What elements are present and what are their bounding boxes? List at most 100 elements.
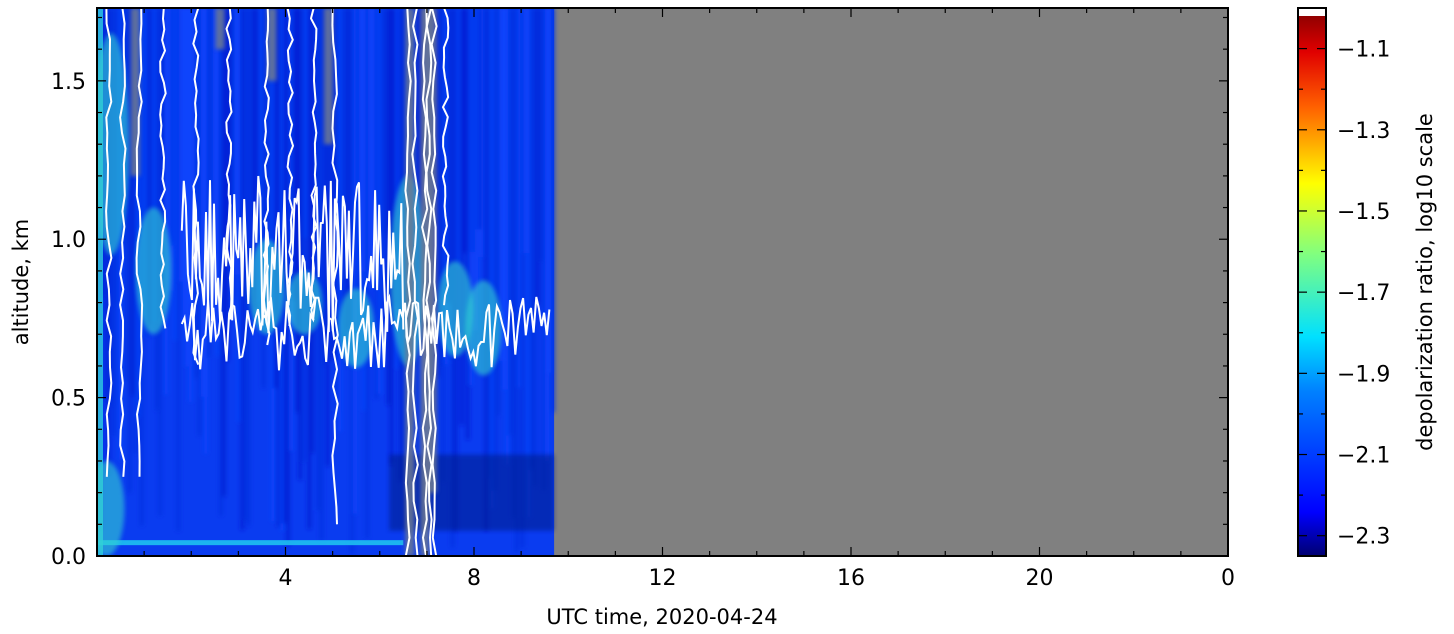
signal-column bbox=[261, 8, 266, 389]
signal-column bbox=[477, 8, 482, 230]
signal-column bbox=[267, 8, 272, 305]
signal-column bbox=[301, 8, 306, 462]
x-tick-label: 16 bbox=[837, 566, 865, 591]
x-tick-label: 0 bbox=[1221, 566, 1235, 591]
signal-column bbox=[243, 8, 248, 521]
signal-column bbox=[343, 8, 348, 367]
signal-column bbox=[356, 8, 361, 293]
signal-column bbox=[502, 8, 507, 390]
vertical-contour bbox=[105, 8, 113, 477]
signal-column bbox=[471, 8, 476, 252]
signal-column bbox=[133, 8, 138, 454]
signal-column bbox=[395, 8, 400, 369]
signal-column bbox=[386, 8, 391, 406]
signal-column bbox=[194, 8, 199, 378]
signal-column bbox=[535, 8, 540, 306]
signal-column bbox=[304, 8, 309, 238]
signal-column bbox=[493, 8, 498, 491]
signal-column bbox=[173, 8, 178, 341]
signal-column bbox=[377, 8, 382, 394]
vertical-contour bbox=[430, 8, 438, 556]
colorbar-tick-label: −1.7 bbox=[1337, 281, 1390, 306]
signal-column bbox=[541, 8, 546, 491]
x-axis-label: UTC time, 2020-04-24 bbox=[546, 605, 777, 629]
x-axis: 4 8 12 16 20 0 bbox=[143, 8, 1235, 591]
vertical-contour bbox=[159, 8, 167, 329]
aerosol-patch bbox=[338, 288, 375, 368]
vertical-contour bbox=[309, 8, 318, 321]
signal-column bbox=[295, 8, 300, 413]
signal-column bbox=[292, 8, 297, 301]
signal-column bbox=[209, 8, 214, 310]
signal-column bbox=[127, 8, 132, 493]
colorbar-frame bbox=[1297, 7, 1327, 557]
signal-column bbox=[145, 8, 150, 337]
missing-data-patch bbox=[215, 8, 225, 50]
vertical-contour bbox=[331, 8, 339, 525]
signal-column bbox=[438, 8, 443, 367]
signal-column bbox=[511, 8, 516, 519]
signal-column bbox=[331, 8, 336, 361]
signal-column bbox=[130, 8, 135, 396]
signal-column bbox=[176, 8, 181, 532]
signal-column bbox=[285, 8, 290, 546]
signal-column bbox=[499, 8, 504, 362]
vertical-contour bbox=[425, 8, 433, 556]
vertical-contour bbox=[225, 8, 233, 320]
signal-column bbox=[526, 8, 531, 518]
signal-column bbox=[252, 8, 257, 309]
signal-column bbox=[517, 8, 522, 388]
signal-column bbox=[255, 8, 260, 228]
y-tick-label: 0.5 bbox=[51, 387, 86, 412]
vertical-contour bbox=[119, 8, 127, 477]
colorbar: −1.1 −1.3 −1.5 −1.7 −1.9 −2.1 −2.3 bbox=[1297, 7, 1390, 557]
signal-column bbox=[383, 8, 388, 236]
signal-column bbox=[490, 8, 495, 509]
signal-column bbox=[359, 8, 364, 272]
vertical-contour bbox=[404, 8, 412, 556]
signal-column bbox=[544, 8, 550, 462]
signal-column bbox=[480, 8, 486, 258]
signal-column bbox=[392, 8, 397, 305]
missing-data-patch bbox=[130, 8, 140, 176]
start-edge-layer bbox=[97, 8, 103, 556]
colorbar-label: depolarization ratio, log10 scale bbox=[1413, 113, 1437, 451]
signal-column bbox=[215, 8, 220, 356]
signal-column bbox=[444, 8, 449, 365]
signal-column bbox=[212, 8, 217, 343]
y-axis: 0.0 0.5 1.0 1.5 bbox=[51, 16, 1228, 570]
heatmap-layer bbox=[97, 8, 1228, 556]
signal-column bbox=[206, 8, 211, 358]
signal-column bbox=[246, 8, 251, 526]
signal-column bbox=[459, 8, 464, 426]
missing-data-patch bbox=[267, 8, 277, 81]
signal-column bbox=[505, 8, 510, 465]
signal-column bbox=[365, 8, 370, 539]
vertical-contour bbox=[441, 8, 450, 306]
signal-column bbox=[218, 8, 223, 516]
signal-column bbox=[151, 8, 156, 325]
signal-column bbox=[474, 8, 479, 331]
signal-column bbox=[185, 8, 190, 367]
vertical-contour bbox=[262, 8, 271, 346]
signal-column bbox=[231, 8, 236, 300]
signal-column bbox=[136, 8, 141, 418]
signal-column bbox=[496, 8, 501, 416]
colorbar-tick-label: −2.3 bbox=[1337, 525, 1390, 550]
cloud-base-contour bbox=[180, 293, 551, 371]
surface-layer bbox=[97, 540, 404, 546]
signal-column bbox=[167, 8, 172, 291]
signal-column bbox=[179, 8, 184, 282]
signal-column bbox=[380, 8, 385, 347]
signal-column bbox=[273, 8, 278, 389]
colorbar-gradient bbox=[1298, 8, 1326, 556]
signal-column bbox=[258, 8, 263, 304]
signal-column bbox=[142, 8, 147, 338]
signal-column bbox=[310, 8, 315, 454]
vertical-contour bbox=[135, 8, 144, 477]
signal-column bbox=[228, 8, 233, 253]
x-tick-label: 8 bbox=[467, 566, 481, 591]
signal-column bbox=[197, 8, 202, 437]
signal-column bbox=[447, 8, 452, 303]
